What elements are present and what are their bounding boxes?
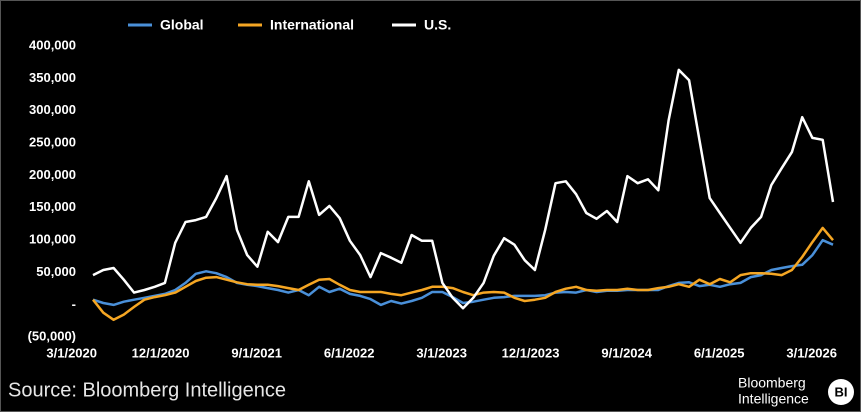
y-tick-label: 400,000 [29,37,76,52]
x-tick-label: 6/1/2022 [324,345,375,360]
x-tick-label: 12/1/2020 [132,345,190,360]
brand-line-2: Intelligence [738,391,809,407]
legend-label: Global [160,17,204,33]
series-line [92,226,834,322]
badge: BI [835,384,848,399]
brand-line-1: Bloomberg [738,375,806,391]
legend-label: International [270,17,354,33]
y-tick-label: 250,000 [29,134,76,149]
x-tick-label: 3/1/2026 [786,345,837,360]
y-tick-label: - [72,296,76,311]
x-tick-label: 3/1/2023 [416,345,467,360]
badge-circle [828,379,854,405]
y-tick-label: 100,000 [29,232,76,247]
source: Source: Bloomberg Intelligence [8,379,286,401]
x-tick-label: 3/1/2020 [46,345,97,360]
y-tick-label: (50,000) [28,329,76,344]
series-line [92,68,835,310]
y-tick-label: 200,000 [29,167,76,182]
y-tick-label: 50,000 [36,264,76,279]
legend-label: U.S. [424,17,451,33]
y-tick-label: 300,000 [29,102,76,117]
y-tick-label: 350,000 [29,70,76,85]
x-tick-label: 9/1/2024 [601,345,652,360]
x-tick-label: 6/1/2025 [694,345,745,360]
x-tick-label: 12/1/2023 [502,345,560,360]
x-tick-label: 9/1/2021 [231,345,282,360]
y-tick-label: 150,000 [29,199,76,214]
